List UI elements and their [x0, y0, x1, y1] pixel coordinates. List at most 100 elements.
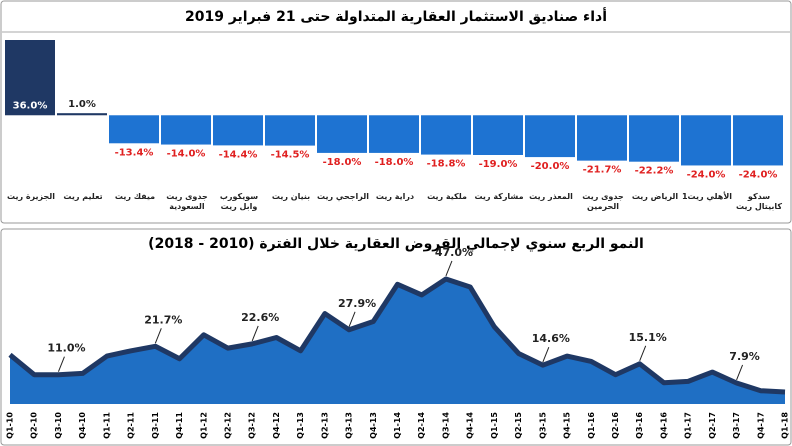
bar — [109, 115, 159, 144]
x-tick-label: Q4-14 — [466, 412, 475, 439]
bottom-title: النمو الربع سنوي لإجمالي القروض العقارية… — [148, 236, 644, 253]
value-label: 14.6% — [532, 332, 570, 345]
x-tick-label: Q4-10 — [78, 412, 87, 439]
x-tick-label: Q1-11 — [102, 412, 111, 439]
bar — [5, 40, 55, 116]
leader-line — [639, 345, 647, 362]
category-label: الجزيرة ريت — [6, 192, 56, 201]
bar — [317, 115, 367, 153]
bar — [681, 115, 731, 166]
x-tick-label: Q1-10 — [6, 412, 15, 439]
leader-line — [57, 356, 65, 372]
category-label: تعليم ريت — [63, 192, 103, 201]
leader-line — [542, 346, 550, 363]
x-tick-label: Q2-14 — [417, 412, 426, 439]
x-tick-label: Q2-15 — [514, 412, 523, 439]
value-label: -18.0% — [375, 157, 414, 168]
x-tick-label: Q2-10 — [30, 412, 39, 439]
x-tick-label: Q1-15 — [490, 412, 499, 439]
x-tick-label: Q3-16 — [635, 412, 644, 439]
leader-line — [736, 364, 744, 381]
category-label: الأهلي ريت1 — [681, 192, 733, 201]
top-frame — [0, 0, 792, 224]
leader-line — [154, 328, 162, 344]
value-label: 47.0% — [435, 246, 473, 259]
bar — [577, 115, 627, 161]
value-label: -14.4% — [219, 149, 258, 160]
bar — [473, 115, 523, 155]
x-tick-label: Q3-13 — [345, 412, 354, 439]
x-tick-label: Q4-16 — [659, 412, 668, 439]
x-tick-label: Q2-16 — [611, 412, 620, 439]
category-label: الرياض ريت — [631, 192, 679, 201]
x-tick-label: Q1-13 — [296, 412, 305, 439]
x-tick-label: Q2-11 — [127, 412, 136, 439]
value-label: -18.0% — [323, 157, 362, 168]
value-label: -18.8% — [427, 159, 466, 170]
value-label: 15.1% — [629, 331, 667, 344]
value-label: -24.0% — [687, 169, 726, 180]
x-tick-label: Q3-15 — [538, 412, 547, 439]
x-tick-label: Q3-12 — [248, 412, 257, 439]
x-tick-label: Q3-11 — [151, 412, 160, 439]
category-label: ميفك ريت — [114, 192, 156, 201]
bar — [421, 115, 471, 155]
x-tick-label: Q4-13 — [369, 412, 378, 439]
value-label: 27.9% — [338, 297, 376, 310]
category-label: جدوى ريت الحرمين — [582, 192, 624, 211]
value-label: -13.4% — [115, 147, 154, 158]
category-label: دراية ريت — [375, 192, 415, 201]
x-tick-label: Q1-16 — [587, 412, 596, 439]
area-line — [8, 276, 786, 395]
x-tick-label: Q4-15 — [563, 412, 572, 439]
bar — [161, 115, 211, 145]
x-tick-label: Q2-12 — [223, 412, 232, 439]
bar — [213, 115, 263, 146]
value-label: 1.0% — [68, 99, 96, 110]
value-label: -19.0% — [479, 159, 518, 170]
x-tick-label: Q4-12 — [272, 412, 281, 439]
category-label: مشاركة ريت — [474, 192, 524, 201]
x-tick-label: Q3-14 — [441, 412, 450, 439]
x-tick-label: Q2-13 — [320, 412, 329, 439]
value-label: 21.7% — [144, 313, 182, 326]
value-label: -14.5% — [271, 150, 310, 161]
x-tick-label: Q3-10 — [54, 412, 63, 439]
x-tick-label: Q1-14 — [393, 412, 402, 439]
x-tick-label: Q4-17 — [756, 412, 765, 439]
leader-line — [348, 311, 356, 327]
value-label: -24.0% — [739, 169, 778, 180]
bottom-frame — [0, 228, 792, 446]
value-label: -14.0% — [167, 149, 206, 160]
category-label: ملكية ريت — [427, 192, 467, 201]
area — [10, 278, 785, 404]
leader-line — [251, 325, 259, 342]
value-label: -20.0% — [531, 161, 570, 172]
bar — [369, 115, 419, 153]
bar — [733, 115, 783, 166]
category-label: المعذر ريت — [529, 192, 573, 201]
bar — [525, 115, 575, 158]
x-tick-label: Q1-17 — [684, 412, 693, 439]
leader-line — [445, 260, 453, 277]
top-title: أداء صناديق الاستثمار العقارية المتداولة… — [185, 7, 607, 25]
x-tick-label: Q4-11 — [175, 412, 184, 439]
value-label: 11.0% — [47, 342, 85, 355]
value-label: 36.0% — [13, 100, 48, 111]
bar — [265, 115, 315, 146]
x-tick-label: Q2-17 — [708, 412, 717, 439]
category-label: جدوى ريت السعودية — [166, 192, 208, 211]
category-label: سدكو كابيتال ريت — [736, 192, 782, 211]
x-tick-label: Q3-17 — [732, 412, 741, 439]
value-label: -21.7% — [583, 165, 622, 176]
x-tick-label: Q1-12 — [199, 412, 208, 439]
value-label: -22.2% — [635, 166, 674, 177]
category-label: سويكورب وابل ريت — [219, 192, 259, 211]
x-tick-label: Q1-18 — [781, 412, 790, 439]
value-label: 7.9% — [729, 350, 760, 363]
category-label: بنيان ريت — [271, 192, 311, 201]
bar — [629, 115, 679, 162]
value-label: 22.6% — [241, 311, 279, 324]
